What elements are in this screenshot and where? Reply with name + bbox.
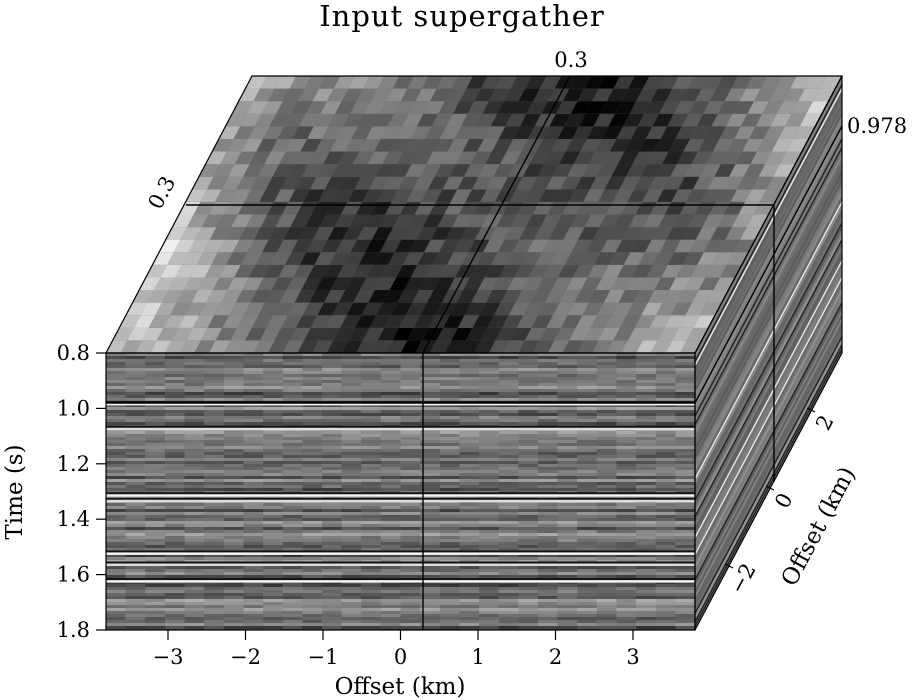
x-tick-label: 3 [626, 645, 639, 669]
top-slice-label: 0.3 [554, 48, 587, 72]
top-face-time-slice [106, 76, 842, 353]
x-tick-label: 2 [549, 645, 562, 669]
cube-outline [105, 75, 843, 631]
x-tick-label: 0 [394, 645, 407, 669]
front-face-section [106, 353, 695, 630]
side-tick-label: −2 [725, 559, 761, 598]
time-slice-label: 0.978 [847, 114, 907, 138]
side-axis-label: Offset (km) [777, 463, 861, 591]
top-diagonal-slice-line [422, 75, 571, 354]
side-tick-label: 2 [811, 411, 838, 434]
side-diagonal-slice-line [694, 125, 843, 404]
y-tick-label: 1.8 [57, 618, 90, 642]
x-tick-label: −2 [230, 645, 261, 669]
x-tick-label: −3 [153, 645, 184, 669]
slice-lines [106, 75, 843, 630]
side-tick-label: 0 [770, 489, 797, 512]
chart-title: Input supergather [319, 0, 605, 33]
left-slice-label: 0.3 [143, 172, 180, 213]
x-axis-label: Offset (km) [335, 674, 466, 700]
y-tick-label: 1.2 [57, 452, 90, 476]
y-tick-label: 1.0 [57, 396, 90, 420]
y-tick-label: 1.6 [57, 563, 90, 587]
y-axis: 0.8 1.0 1.2 1.4 1.6 1.8 Time (s) [2, 341, 106, 642]
x-tick-label: 1 [471, 645, 484, 669]
y-axis-label: Time (s) [2, 444, 28, 539]
y-tick-label: 1.4 [57, 507, 90, 531]
x-tick-label: −1 [308, 645, 339, 669]
x-axis: −3 −2 −1 0 1 2 3 Offset (km) [153, 630, 640, 700]
y-tick-label: 0.8 [57, 341, 90, 365]
